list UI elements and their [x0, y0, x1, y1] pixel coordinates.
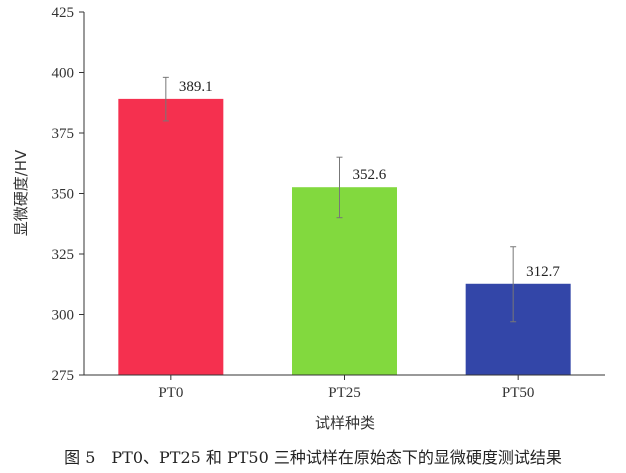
y-tick-label-400: 400	[52, 66, 75, 82]
y-tick-label-350: 350	[52, 187, 75, 203]
x-axis-title: 试样种类	[315, 414, 375, 432]
bar-chart: 389.1 PT0 352.6 PT25 312.7 PT50 275 300 325 350 37…	[12, 5, 605, 432]
error-bars-layer	[162, 76, 517, 323]
bars-layer	[118, 98, 571, 376]
x-tick-label-pt0: PT0	[158, 385, 183, 401]
labels-layer: 389.1 PT0 352.6 PT25 312.7 PT50 275 300 325 350 37…	[52, 5, 561, 401]
axes-layer	[79, 11, 605, 380]
data-label-pt25: 352.6	[353, 167, 387, 183]
bar-pt0	[118, 98, 224, 376]
x-tick-label-pt25: PT25	[328, 385, 361, 401]
y-tick-label-300: 300	[52, 308, 75, 324]
data-label-pt50: 312.7	[526, 264, 560, 280]
y-tick-label-425: 425	[52, 5, 75, 21]
y-tick-label-275: 275	[52, 368, 75, 384]
bar-pt50	[465, 283, 571, 375]
bar-pt25	[292, 187, 397, 375]
figure-caption: 图 5 PT0、PT25 和 PT50 三种试样在原始态下的显微硬度测试结果	[64, 448, 562, 467]
y-axis-title: 显微硬度/HV	[12, 149, 30, 236]
y-tick-label-325: 325	[52, 247, 75, 263]
x-tick-label-pt50: PT50	[502, 385, 535, 401]
y-tick-label-375: 375	[52, 126, 75, 142]
data-label-pt0: 389.1	[179, 79, 213, 95]
